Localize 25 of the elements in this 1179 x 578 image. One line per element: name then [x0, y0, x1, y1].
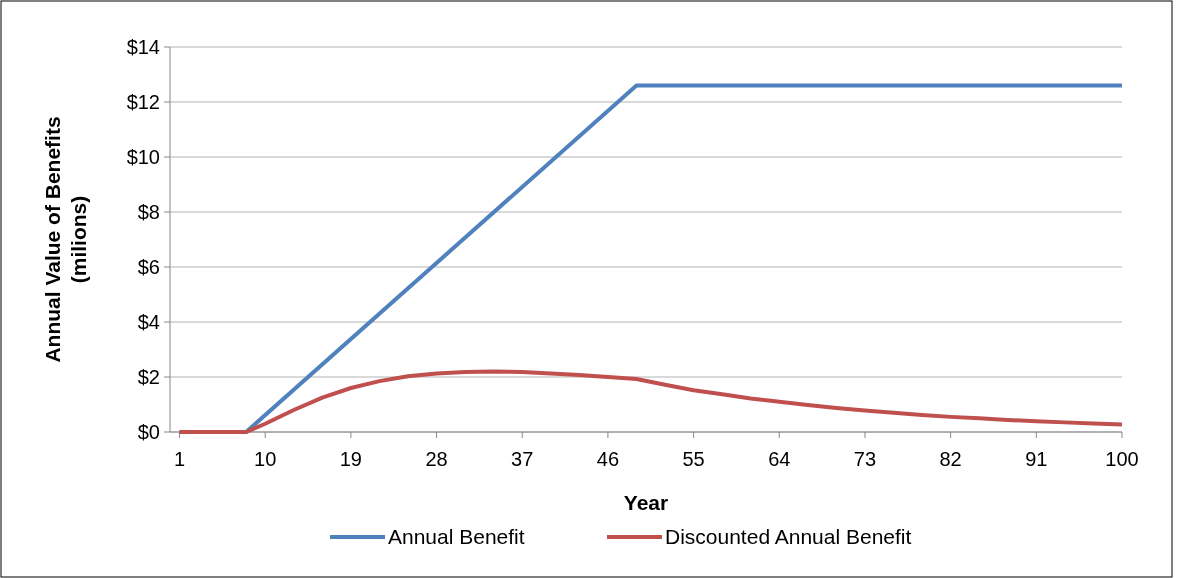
- x-tick-label: 91: [1025, 448, 1048, 470]
- y-tick-label: $0: [137, 421, 160, 443]
- x-tick-label: 19: [339, 448, 363, 470]
- y-tick-label: $6: [137, 256, 160, 278]
- x-tick-label: 64: [768, 448, 791, 470]
- line-series: [177, 369, 1124, 434]
- x-tick-label: 10: [254, 448, 277, 470]
- y-tick-label: $12: [126, 91, 160, 113]
- x-tick-label: 1: [173, 448, 186, 470]
- x-tick-label: 55: [682, 448, 705, 470]
- x-tick-label: 28: [425, 448, 448, 470]
- y-axis-title: Annual Value of Benefits (milions): [41, 116, 90, 363]
- y-tick-label: $4: [137, 311, 160, 333]
- y-tick-label: $2: [137, 366, 160, 388]
- x-tick-label: 82: [939, 448, 962, 470]
- x-axis-title: Year: [623, 491, 669, 514]
- legend-label: Discounted Annual Benefit: [665, 525, 912, 549]
- y-tick-label: $10: [126, 146, 160, 168]
- x-tick-label: 37: [511, 448, 534, 470]
- y-tick-label: $14: [126, 36, 160, 58]
- legend-label: Annual Benefit: [388, 525, 525, 549]
- y-tick-label: $8: [137, 201, 160, 223]
- x-tick-label: 100: [1105, 448, 1139, 470]
- x-tick-label: 46: [596, 448, 620, 470]
- x-tick-label: 73: [853, 448, 877, 470]
